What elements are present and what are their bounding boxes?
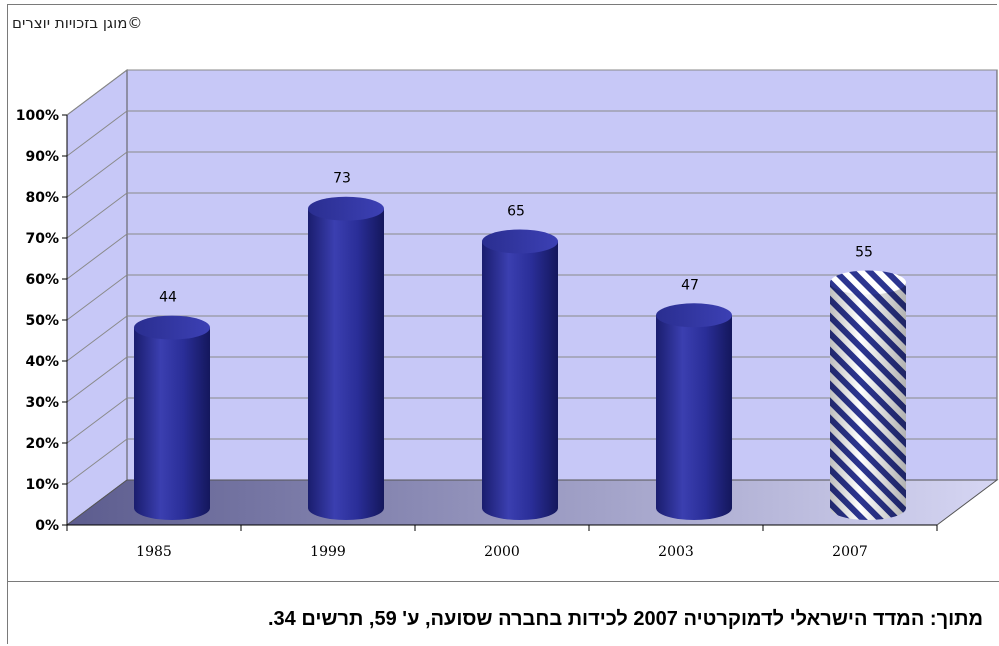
bar-top [134, 315, 210, 340]
bar-top [830, 270, 906, 295]
y-tick-label: 40% [25, 354, 59, 370]
bar-top [656, 303, 732, 328]
bar: 47 [656, 277, 732, 520]
bar-top [482, 229, 558, 254]
gridline-side [66, 274, 128, 321]
y-tick-label: 80% [25, 190, 59, 206]
gridline-side [66, 397, 128, 444]
y-tick-label: 30% [25, 395, 59, 411]
chart-frame [7, 4, 997, 644]
y-tick-label: 60% [25, 272, 59, 288]
bar-body [134, 327, 210, 520]
data-label: 44 [159, 290, 177, 306]
y-tick-label: 100% [16, 108, 59, 124]
divider-line [7, 581, 999, 582]
x-axis: 1985 1999 2000 2003 2007 [66, 524, 938, 560]
source-caption: מתוך: המדד הישראלי לדמוקרטיה 2007 לכידות… [267, 608, 983, 630]
y-tick-label: 20% [25, 436, 59, 452]
bar-body [656, 315, 732, 520]
x-tick-label: 2007 [832, 544, 868, 560]
bar-body [482, 241, 558, 520]
gridline-side [66, 233, 128, 280]
y-tick-label: 90% [25, 149, 59, 165]
y-tick-label: 70% [25, 231, 59, 247]
bar: 73 [308, 171, 384, 520]
gridline-side [66, 110, 128, 157]
x-tick-label: 2003 [658, 544, 694, 560]
gridline-side [66, 69, 128, 116]
copyright-notice: ©מוגן בזכויות יוצרים [12, 14, 143, 32]
bar: 65 [482, 204, 558, 520]
gridline-side [66, 438, 128, 485]
y-axis: 0% 10% 20% 30% 40% 50% 60% 70% 80% 90% 100% [16, 108, 68, 534]
bar-body [308, 208, 384, 520]
gridline-side [66, 315, 128, 362]
y-tick-label: 10% [25, 477, 59, 493]
bar: 44 [134, 290, 210, 520]
x-tick-label: 1985 [136, 544, 172, 560]
data-label: 65 [507, 204, 525, 220]
gridline-side [66, 151, 128, 198]
bar-chart: 0%10%20%30%40%50%60%70%80%90%100% 1985 19… [16, 69, 999, 560]
bar-shade [830, 282, 906, 520]
data-label: 73 [333, 171, 351, 187]
y-tick-label: 50% [25, 313, 59, 329]
bar: 55 [830, 245, 906, 520]
y-tick-label: 0% [35, 518, 59, 534]
bar-top [308, 196, 384, 221]
data-label: 47 [681, 277, 699, 293]
bars: 44 73 65 47 55 [134, 171, 906, 520]
gridline-side [66, 356, 128, 403]
gridline-side [66, 192, 128, 239]
x-tick-label: 1999 [310, 544, 346, 560]
data-label: 55 [855, 245, 873, 261]
x-tick-label: 2000 [484, 544, 520, 560]
